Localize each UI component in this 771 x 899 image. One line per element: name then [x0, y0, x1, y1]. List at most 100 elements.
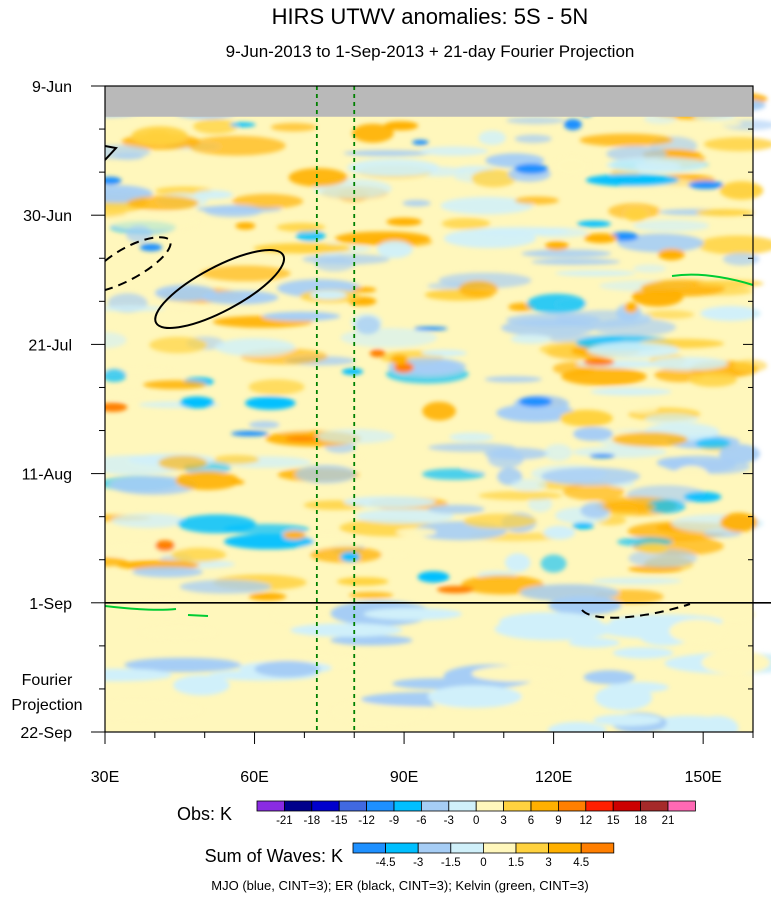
anomaly-patch	[528, 496, 553, 513]
anomaly-patch	[650, 357, 728, 371]
colorbar-level-label: 1.5	[508, 857, 524, 869]
projection-patch	[669, 619, 726, 643]
colorbar-swatch	[530, 800, 559, 812]
anomaly-patch	[177, 514, 256, 534]
colorbar-level-label: 6	[528, 815, 534, 827]
anomaly-patch	[674, 465, 709, 484]
anomaly-patch	[377, 240, 413, 259]
anomaly-core	[584, 233, 618, 244]
anomaly-patch	[441, 218, 491, 230]
anomaly-patch	[428, 443, 516, 452]
anomaly-core	[369, 349, 386, 358]
y-tick-label: 22-Sep	[20, 725, 72, 742]
anomaly-patch	[606, 157, 706, 173]
projection-label-line1: Fourier	[22, 672, 73, 689]
anomaly-core	[658, 248, 685, 261]
anomaly-patch	[531, 258, 621, 265]
anomaly-patch	[572, 427, 614, 441]
projection-patch	[254, 660, 321, 678]
anomaly-core	[386, 217, 422, 226]
anomaly-patch	[143, 380, 207, 390]
anomaly-patch	[585, 173, 680, 187]
anomaly-patch	[514, 196, 560, 205]
anomaly-patch	[617, 233, 704, 253]
projection-patch	[471, 665, 562, 682]
projection-patch	[330, 635, 413, 646]
colorbar-swatch	[585, 800, 614, 812]
er-contour-projection	[581, 603, 691, 619]
plot-field	[105, 86, 771, 732]
chart-subtitle: 9-Jun-2013 to 1-Sep-2013 + 21-day Fourie…	[226, 42, 635, 61]
projection-label-line2: Projection	[11, 697, 82, 714]
anomaly-patch	[719, 181, 764, 200]
x-tick-label: 30E	[91, 769, 119, 786]
anomaly-patch	[336, 577, 389, 586]
anomaly-patch	[579, 133, 674, 147]
projection-patch	[123, 603, 198, 615]
anomaly-patch	[348, 591, 394, 599]
anomaly-field	[105, 86, 771, 732]
anomaly-core	[105, 402, 128, 412]
anomaly-patch	[506, 116, 565, 125]
anomaly-core	[155, 540, 175, 552]
kelvin-contour	[671, 273, 754, 286]
anomaly-patch	[723, 252, 760, 266]
projection-patch	[568, 637, 620, 648]
anomaly-patch	[316, 428, 395, 444]
anomaly-patch	[244, 396, 296, 410]
anomaly-patch	[193, 118, 238, 134]
colorbar-swatch	[667, 800, 696, 812]
x-tick-label: 120E	[535, 769, 572, 786]
colorbar-swatch	[475, 800, 505, 812]
anomaly-patch	[111, 513, 187, 529]
anomaly-patch	[695, 437, 731, 449]
colorbar-level-label: -6	[416, 815, 426, 827]
anomaly-patch	[422, 468, 486, 480]
anomaly-patch	[555, 310, 652, 328]
plot-frame	[104, 85, 754, 733]
anomaly-patch	[626, 404, 658, 414]
anomaly-core	[248, 592, 287, 601]
projection-patch	[499, 612, 601, 632]
anomaly-patch	[637, 543, 669, 554]
projection-patch	[701, 650, 771, 675]
contour-legend: MJO (blue, CINT=3); ER (black, CINT=3); …	[211, 878, 588, 893]
anomaly-patch	[402, 199, 431, 207]
anomaly-patch	[105, 144, 151, 160]
colorbar-swatch	[352, 842, 386, 854]
anomaly-patch	[510, 334, 551, 344]
anomaly-patch	[628, 548, 697, 568]
anomaly-patch	[527, 293, 587, 314]
colorbar-level-label: -15	[331, 815, 348, 827]
anomaly-core	[589, 453, 615, 459]
projection-patch	[547, 721, 607, 732]
anomaly-patch	[105, 332, 127, 349]
anomaly-patch	[484, 376, 542, 383]
anomaly-patch	[572, 446, 667, 458]
anomaly-patch	[314, 256, 355, 272]
anomaly-patch	[443, 228, 537, 249]
projection-patch	[583, 670, 635, 685]
anomaly-patch	[612, 432, 688, 447]
anomaly-patch	[487, 449, 524, 469]
y-tick-label: 1-Sep	[29, 596, 72, 613]
colorbar-level-label: 0	[480, 857, 486, 869]
colorbar-swatch	[548, 842, 582, 854]
anomaly-core	[231, 430, 269, 437]
projection-patch	[105, 668, 173, 682]
y-tick-label: 21-Jul	[28, 337, 72, 354]
anomaly-core	[514, 163, 548, 174]
anomaly-patch	[355, 316, 381, 335]
anomaly-patch	[521, 249, 612, 258]
anomaly-patch	[149, 336, 208, 354]
anomaly-patch	[126, 195, 199, 211]
anomaly-core	[105, 176, 122, 185]
anomaly-core	[283, 531, 306, 540]
colorbar-level-label: 3	[500, 815, 506, 827]
anomaly-patch	[352, 123, 394, 143]
er-contour-positive	[154, 249, 286, 330]
colorbar-swatch	[612, 800, 642, 812]
colorbar-swatch	[393, 800, 422, 812]
colorbar-level-label: -3	[444, 815, 454, 827]
waves-colorbar: -4.5 -3 -1.5 0 1.5 3 4.5	[352, 842, 615, 869]
